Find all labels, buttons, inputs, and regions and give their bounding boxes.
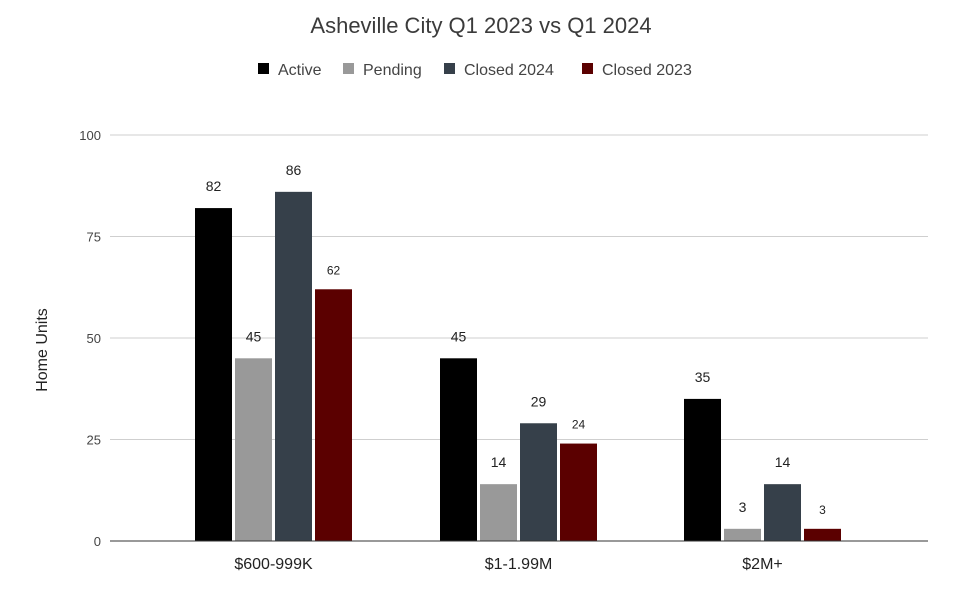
y-tick-label: 100 xyxy=(79,128,101,143)
bar-closed-2024-2m xyxy=(764,484,801,541)
data-label-pending-1-1-99m: 14 xyxy=(491,454,507,470)
chart-title: Asheville City Q1 2023 vs Q1 2024 xyxy=(310,13,651,38)
data-label-closed-2024-2m: 14 xyxy=(775,454,791,470)
y-tick-label: 25 xyxy=(87,433,101,448)
data-labels: 82 45 86 62 45 14 29 24 35 3 14 3 xyxy=(206,162,826,517)
gridlines xyxy=(110,134,928,440)
legend-swatch-pending xyxy=(343,63,354,74)
data-label-closed-2023-2m: 3 xyxy=(819,503,826,517)
bars xyxy=(195,191,841,541)
x-axis-categories: $600-999K $1-1.99M $2M+ xyxy=(234,556,782,573)
data-label-closed-2024-600-999k: 86 xyxy=(286,162,302,178)
data-label-closed-2023-1-1-99m: 24 xyxy=(572,418,586,432)
y-tick-label: 75 xyxy=(87,230,101,245)
data-label-closed-2023-600-999k: 62 xyxy=(327,263,341,277)
bar-active-1-1-99m xyxy=(440,358,477,541)
data-label-pending-600-999k: 45 xyxy=(246,328,262,344)
legend-swatch-closed-2024 xyxy=(444,63,455,74)
bar-active-600-999k xyxy=(195,208,232,541)
x-category-label: $1-1.99M xyxy=(485,556,553,573)
legend-label-closed-2024: Closed 2024 xyxy=(464,62,554,79)
data-label-active-2m: 35 xyxy=(695,369,711,385)
bar-active-2m xyxy=(684,398,721,541)
data-label-active-600-999k: 82 xyxy=(206,178,222,194)
legend-swatch-active xyxy=(258,63,269,74)
legend-label-closed-2023: Closed 2023 xyxy=(602,62,692,79)
bar-pending-600-999k xyxy=(235,358,272,541)
data-label-pending-2m: 3 xyxy=(739,499,747,515)
y-tick-label: 50 xyxy=(87,331,101,346)
bar-closed-2023-1-1-99m xyxy=(560,443,597,541)
y-axis-ticks: 0 25 50 75 100 xyxy=(79,128,101,549)
bar-pending-2m xyxy=(724,528,761,541)
bar-closed-2024-600-999k xyxy=(275,191,312,541)
y-tick-label: 0 xyxy=(94,534,101,549)
legend: Active Pending Closed 2024 Closed 2023 xyxy=(258,62,692,79)
legend-label-pending: Pending xyxy=(363,62,422,79)
data-label-closed-2024-1-1-99m: 29 xyxy=(531,393,547,409)
bar-closed-2023-600-999k xyxy=(315,289,352,541)
x-category-label: $600-999K xyxy=(234,556,313,573)
legend-label-active: Active xyxy=(278,62,322,79)
bar-closed-2024-1-1-99m xyxy=(520,423,557,541)
bar-closed-2023-2m xyxy=(804,528,841,541)
bar-pending-1-1-99m xyxy=(480,484,517,541)
y-axis-label: Home Units xyxy=(34,308,51,392)
legend-swatch-closed-2023 xyxy=(582,63,593,74)
data-label-active-1-1-99m: 45 xyxy=(451,328,467,344)
x-category-label: $2M+ xyxy=(742,556,782,573)
